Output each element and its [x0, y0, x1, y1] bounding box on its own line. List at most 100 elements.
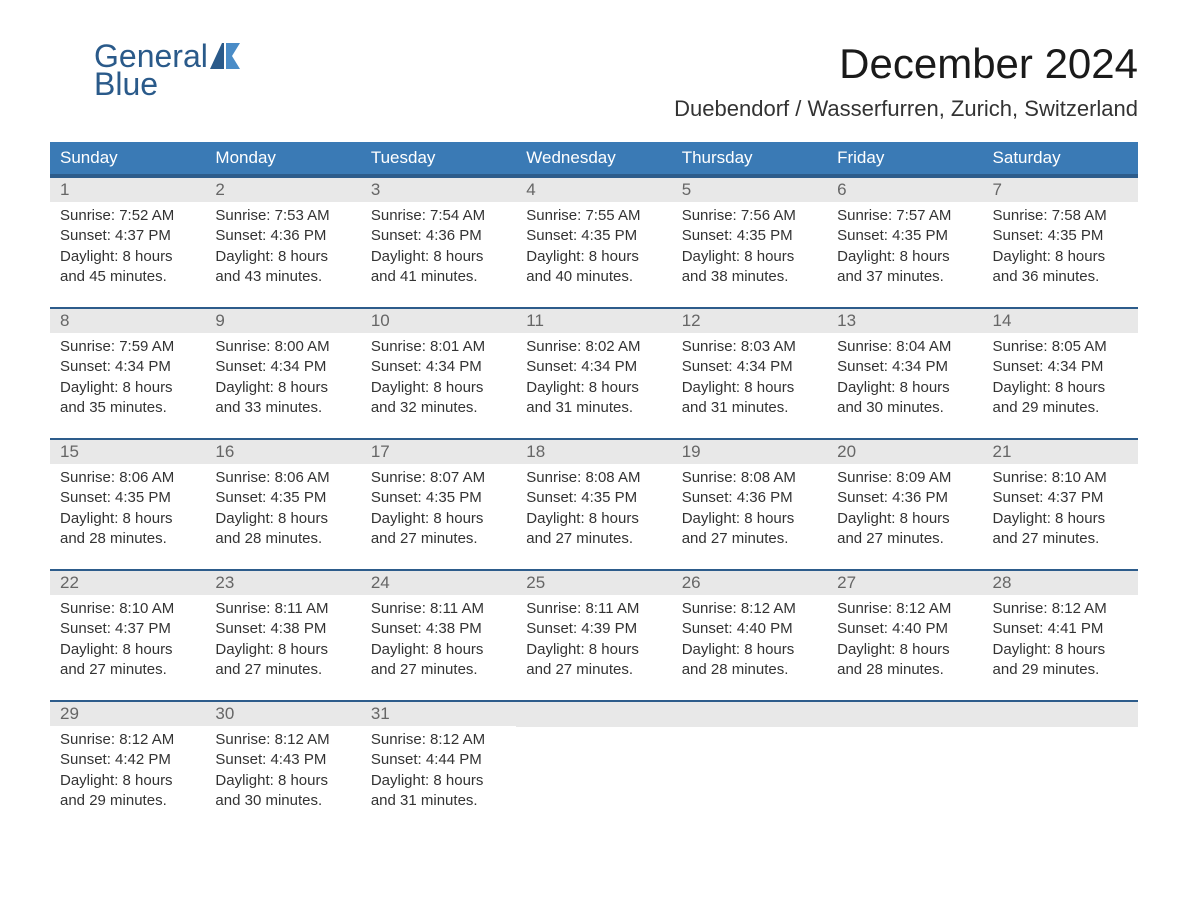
sunrise-text: Sunrise: 8:05 AM	[993, 337, 1128, 357]
empty-day-cell	[827, 700, 982, 813]
day-number: 1	[50, 176, 205, 202]
sunrise-text: Sunrise: 8:04 AM	[837, 337, 972, 357]
day-headers-row: Sunday Monday Tuesday Wednesday Thursday…	[50, 142, 1138, 174]
daylight-text-1: Daylight: 8 hours	[993, 378, 1128, 398]
day-cell: 23Sunrise: 8:11 AMSunset: 4:38 PMDayligh…	[205, 569, 360, 682]
day-cell: 8Sunrise: 7:59 AMSunset: 4:34 PMDaylight…	[50, 307, 205, 420]
day-cell: 20Sunrise: 8:09 AMSunset: 4:36 PMDayligh…	[827, 438, 982, 551]
daylight-text-1: Daylight: 8 hours	[526, 378, 661, 398]
daylight-text-2: and 27 minutes.	[526, 660, 661, 680]
sunset-text: Sunset: 4:35 PM	[682, 226, 817, 246]
daylight-text-2: and 30 minutes.	[837, 398, 972, 418]
sunset-text: Sunset: 4:34 PM	[60, 357, 195, 377]
day-cell: 12Sunrise: 8:03 AMSunset: 4:34 PMDayligh…	[672, 307, 827, 420]
day-cell: 13Sunrise: 8:04 AMSunset: 4:34 PMDayligh…	[827, 307, 982, 420]
sunset-text: Sunset: 4:39 PM	[526, 619, 661, 639]
day-info: Sunrise: 8:12 AMSunset: 4:42 PMDaylight:…	[50, 726, 205, 813]
day-info: Sunrise: 7:54 AMSunset: 4:36 PMDaylight:…	[361, 202, 516, 289]
daylight-text-1: Daylight: 8 hours	[60, 509, 195, 529]
day-number: 4	[516, 176, 671, 202]
daylight-text-2: and 29 minutes.	[60, 791, 195, 811]
day-header-wednesday: Wednesday	[516, 142, 671, 174]
day-number: 5	[672, 176, 827, 202]
day-number: 3	[361, 176, 516, 202]
day-info: Sunrise: 7:55 AMSunset: 4:35 PMDaylight:…	[516, 202, 671, 289]
daylight-text-2: and 35 minutes.	[60, 398, 195, 418]
day-number: 24	[361, 569, 516, 595]
daylight-text-1: Daylight: 8 hours	[215, 771, 350, 791]
sunset-text: Sunset: 4:35 PM	[993, 226, 1128, 246]
daylight-text-1: Daylight: 8 hours	[682, 509, 817, 529]
day-info: Sunrise: 7:59 AMSunset: 4:34 PMDaylight:…	[50, 333, 205, 420]
sunset-text: Sunset: 4:34 PM	[682, 357, 817, 377]
day-info: Sunrise: 8:12 AMSunset: 4:40 PMDaylight:…	[672, 595, 827, 682]
daylight-text-1: Daylight: 8 hours	[215, 378, 350, 398]
sunrise-text: Sunrise: 7:59 AM	[60, 337, 195, 357]
daylight-text-1: Daylight: 8 hours	[60, 640, 195, 660]
logo-flag-icon	[210, 43, 240, 69]
daylight-text-2: and 28 minutes.	[682, 660, 817, 680]
day-number: 18	[516, 438, 671, 464]
sunrise-text: Sunrise: 8:12 AM	[215, 730, 350, 750]
sunrise-text: Sunrise: 7:57 AM	[837, 206, 972, 226]
sunrise-text: Sunrise: 7:54 AM	[371, 206, 506, 226]
day-info: Sunrise: 8:08 AMSunset: 4:35 PMDaylight:…	[516, 464, 671, 551]
sunset-text: Sunset: 4:35 PM	[215, 488, 350, 508]
day-cell: 28Sunrise: 8:12 AMSunset: 4:41 PMDayligh…	[983, 569, 1138, 682]
sunset-text: Sunset: 4:41 PM	[993, 619, 1128, 639]
daylight-text-1: Daylight: 8 hours	[371, 640, 506, 660]
week-row: 8Sunrise: 7:59 AMSunset: 4:34 PMDaylight…	[50, 307, 1138, 420]
day-info: Sunrise: 8:02 AMSunset: 4:34 PMDaylight:…	[516, 333, 671, 420]
day-cell: 16Sunrise: 8:06 AMSunset: 4:35 PMDayligh…	[205, 438, 360, 551]
daylight-text-2: and 41 minutes.	[371, 267, 506, 287]
day-number: 21	[983, 438, 1138, 464]
sunrise-text: Sunrise: 8:08 AM	[682, 468, 817, 488]
logo-blue-text: Blue	[94, 68, 158, 100]
sunrise-text: Sunrise: 8:06 AM	[215, 468, 350, 488]
sunset-text: Sunset: 4:35 PM	[526, 226, 661, 246]
day-info: Sunrise: 8:12 AMSunset: 4:43 PMDaylight:…	[205, 726, 360, 813]
daylight-text-1: Daylight: 8 hours	[837, 378, 972, 398]
day-header-sunday: Sunday	[50, 142, 205, 174]
daylight-text-1: Daylight: 8 hours	[682, 378, 817, 398]
day-info: Sunrise: 8:05 AMSunset: 4:34 PMDaylight:…	[983, 333, 1138, 420]
sunset-text: Sunset: 4:35 PM	[60, 488, 195, 508]
sunset-text: Sunset: 4:40 PM	[837, 619, 972, 639]
daylight-text-2: and 40 minutes.	[526, 267, 661, 287]
empty-day-cell	[516, 700, 671, 813]
day-header-saturday: Saturday	[983, 142, 1138, 174]
daylight-text-1: Daylight: 8 hours	[682, 247, 817, 267]
day-cell: 22Sunrise: 8:10 AMSunset: 4:37 PMDayligh…	[50, 569, 205, 682]
day-cell: 1Sunrise: 7:52 AMSunset: 4:37 PMDaylight…	[50, 176, 205, 289]
daylight-text-2: and 36 minutes.	[993, 267, 1128, 287]
daylight-text-1: Daylight: 8 hours	[682, 640, 817, 660]
sunset-text: Sunset: 4:43 PM	[215, 750, 350, 770]
daylight-text-2: and 30 minutes.	[215, 791, 350, 811]
day-info: Sunrise: 7:57 AMSunset: 4:35 PMDaylight:…	[827, 202, 982, 289]
day-cell: 27Sunrise: 8:12 AMSunset: 4:40 PMDayligh…	[827, 569, 982, 682]
sunrise-text: Sunrise: 8:12 AM	[993, 599, 1128, 619]
day-info: Sunrise: 8:11 AMSunset: 4:38 PMDaylight:…	[205, 595, 360, 682]
day-number: 15	[50, 438, 205, 464]
day-cell: 19Sunrise: 8:08 AMSunset: 4:36 PMDayligh…	[672, 438, 827, 551]
day-info: Sunrise: 8:12 AMSunset: 4:44 PMDaylight:…	[361, 726, 516, 813]
sunrise-text: Sunrise: 8:07 AM	[371, 468, 506, 488]
sunset-text: Sunset: 4:37 PM	[60, 226, 195, 246]
empty-day-number	[983, 700, 1138, 727]
daylight-text-2: and 27 minutes.	[215, 660, 350, 680]
day-number: 20	[827, 438, 982, 464]
day-number: 9	[205, 307, 360, 333]
empty-day-number	[516, 700, 671, 727]
day-info: Sunrise: 8:11 AMSunset: 4:39 PMDaylight:…	[516, 595, 671, 682]
sunrise-text: Sunrise: 8:06 AM	[60, 468, 195, 488]
day-number: 8	[50, 307, 205, 333]
day-cell: 15 Sunrise: 8:06 AMSunset: 4:35 PMDayligh…	[50, 438, 205, 551]
daylight-text-1: Daylight: 8 hours	[371, 247, 506, 267]
sunset-text: Sunset: 4:36 PM	[215, 226, 350, 246]
sunrise-text: Sunrise: 8:02 AM	[526, 337, 661, 357]
sunrise-text: Sunrise: 8:10 AM	[60, 599, 195, 619]
daylight-text-2: and 28 minutes.	[215, 529, 350, 549]
day-number: 26	[672, 569, 827, 595]
calendar: Sunday Monday Tuesday Wednesday Thursday…	[50, 142, 1138, 813]
daylight-text-1: Daylight: 8 hours	[993, 247, 1128, 267]
